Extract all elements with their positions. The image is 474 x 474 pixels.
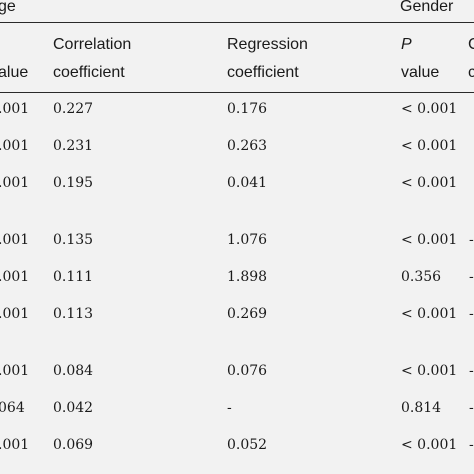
cell-age-pvalue: .001 [0, 437, 30, 453]
col-header-next-fragment2: c [468, 64, 474, 81]
cell-gender-next: - [469, 269, 474, 285]
col-header-corr-line2: coefficient [53, 64, 125, 81]
col-header-next-fragment: C [468, 36, 474, 53]
cell-age-pvalue: .001 [0, 306, 30, 322]
cell-age-regression: 1.898 [227, 269, 268, 285]
cell-gender-pvalue: 0.356 [401, 269, 442, 285]
cell-age-pvalue: .001 [0, 363, 30, 379]
cell-age-pvalue: .001 [0, 175, 30, 191]
cell-age-regression: 0.052 [227, 437, 268, 453]
cell-age-regression: - [227, 400, 232, 416]
cell-age-correlation: 0.135 [53, 232, 94, 248]
cell-gender-next: - [469, 363, 474, 379]
cell-age-regression: 0.176 [227, 101, 268, 117]
cell-gender-pvalue: < 0.001 [401, 175, 458, 191]
cell-gender-next: - [469, 306, 474, 322]
col-header-reg-line1: Regression [227, 36, 308, 53]
cell-age-regression: 0.263 [227, 138, 268, 154]
cell-age-correlation: 0.042 [53, 400, 94, 416]
header-rule-bottom [0, 92, 474, 93]
cell-gender-next: - [469, 400, 474, 416]
cell-gender-pvalue: 0.814 [401, 400, 442, 416]
header-rule-top [0, 22, 474, 23]
cell-age-correlation: 0.227 [53, 101, 94, 117]
group-header-gender: Gender [400, 0, 454, 15]
cell-age-correlation: 0.113 [53, 306, 94, 322]
cell-gender-pvalue: < 0.001 [401, 138, 458, 154]
col-header-p-value: value [401, 64, 440, 81]
cell-age-correlation: 0.069 [53, 437, 94, 453]
cell-gender-next: - [469, 437, 474, 453]
cell-gender-next: - [469, 232, 474, 248]
cell-age-regression: 0.076 [227, 363, 268, 379]
cell-gender-pvalue: < 0.001 [401, 363, 458, 379]
cell-age-pvalue: .001 [0, 101, 30, 117]
cell-age-correlation: 0.195 [53, 175, 94, 191]
cell-gender-pvalue: < 0.001 [401, 306, 458, 322]
cell-age-pvalue: .001 [0, 269, 30, 285]
cell-age-correlation: 0.111 [53, 269, 94, 285]
cell-age-correlation: 0.084 [53, 363, 94, 379]
cell-age-pvalue: 064 [0, 400, 25, 416]
cell-age-regression: 0.269 [227, 306, 268, 322]
cell-age-pvalue: .001 [0, 138, 30, 154]
cell-age-regression: 1.076 [227, 232, 268, 248]
cell-gender-pvalue: < 0.001 [401, 101, 458, 117]
col-header-corr-line1: Correlation [53, 36, 132, 53]
col-header-p-letter: P [401, 36, 412, 53]
cell-gender-pvalue: < 0.001 [401, 437, 458, 453]
cell-age-pvalue: .001 [0, 232, 30, 248]
col-header-pvalue-fragment: alue [0, 64, 29, 81]
cell-gender-pvalue: < 0.001 [401, 232, 458, 248]
group-header-age: ge [0, 0, 16, 15]
col-header-reg-line2: coefficient [227, 64, 299, 81]
cell-age-correlation: 0.231 [53, 138, 94, 154]
cell-age-regression: 0.041 [227, 175, 268, 191]
